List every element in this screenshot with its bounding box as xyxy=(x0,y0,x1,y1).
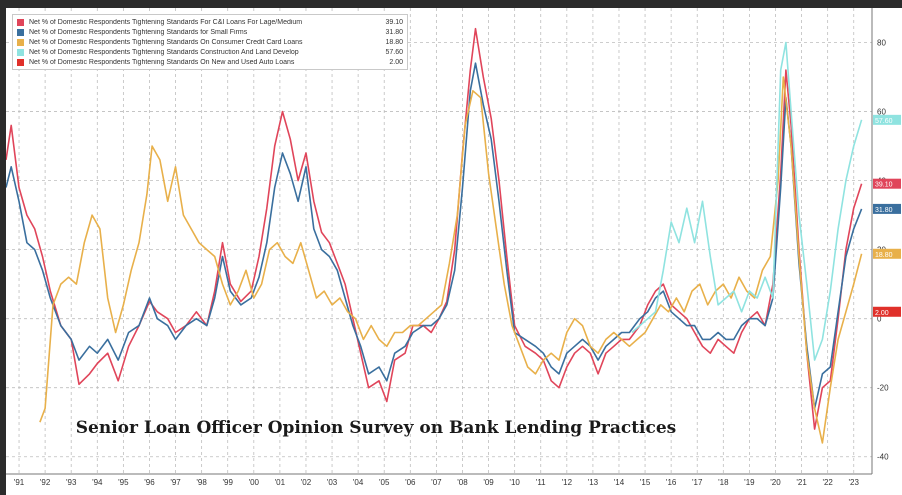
x-tick-label: '93 xyxy=(66,478,77,487)
x-tick-label: '12 xyxy=(562,478,573,487)
legend-item: Net % of Domestic Respondents Tightening… xyxy=(17,37,403,47)
last-value-label: 57.60 xyxy=(875,118,893,125)
legend-value: 39.10 xyxy=(385,18,403,26)
x-tick-label: '22 xyxy=(822,478,833,487)
chart-frame: 806040200-20-40'91'92'93'94'95'96'97'98'… xyxy=(6,8,902,495)
legend-item: Net % of Domestic Respondents Tightening… xyxy=(17,17,403,27)
y-tick-label: 60 xyxy=(877,108,886,117)
legend-label: Net % of Domestic Respondents Tightening… xyxy=(29,48,299,56)
x-tick-label: '94 xyxy=(92,478,103,487)
last-value-badge xyxy=(873,203,901,214)
last-value-badge xyxy=(873,306,901,317)
legend-item: Net % of Domestic Respondents Tightening… xyxy=(17,27,403,37)
x-tick-label: '92 xyxy=(40,478,51,487)
x-tick-label: '91 xyxy=(14,478,25,487)
last-value-label: 2.00 xyxy=(875,310,889,317)
line-chart: 806040200-20-40'91'92'93'94'95'96'97'98'… xyxy=(6,8,901,487)
x-tick-label: '15 xyxy=(640,478,651,487)
x-tick-label: '23 xyxy=(849,478,860,487)
legend-item: Net % of Domestic Respondents Tightening… xyxy=(17,47,403,57)
legend-value: 2.00 xyxy=(389,58,403,66)
y-tick-label: 0 xyxy=(877,315,882,324)
x-tick-label: '00 xyxy=(249,478,260,487)
x-tick-label: '02 xyxy=(301,478,312,487)
series-line xyxy=(39,76,863,444)
x-tick-label: '16 xyxy=(666,478,677,487)
x-tick-label: '19 xyxy=(744,478,755,487)
legend-value: 31.80 xyxy=(385,28,403,36)
x-tick-label: '14 xyxy=(614,478,625,487)
legend: Net % of Domestic Respondents Tightening… xyxy=(12,14,408,70)
x-tick-label: '17 xyxy=(692,478,703,487)
series-line xyxy=(6,62,863,410)
chart-title: Senior Loan Officer Opinion Survey on Ba… xyxy=(75,418,677,438)
x-tick-label: '96 xyxy=(144,478,155,487)
legend-label: Net % of Domestic Respondents Tightening… xyxy=(29,38,303,46)
x-tick-label: '97 xyxy=(170,478,181,487)
x-tick-label: '09 xyxy=(483,478,494,487)
legend-swatch xyxy=(17,28,24,36)
y-tick-label: 80 xyxy=(877,39,886,48)
x-tick-label: '11 xyxy=(536,478,546,487)
x-tick-label: '18 xyxy=(718,478,729,487)
last-value-badge xyxy=(873,248,901,259)
x-tick-label: '10 xyxy=(509,478,520,487)
x-tick-label: '03 xyxy=(327,478,338,487)
y-tick-label: -40 xyxy=(877,453,889,462)
x-tick-label: '98 xyxy=(196,478,207,487)
x-tick-label: '06 xyxy=(405,478,416,487)
legend-swatch xyxy=(17,48,24,56)
legend-item: Net % of Domestic Respondents Tightening… xyxy=(17,57,403,67)
x-tick-label: '21 xyxy=(796,478,807,487)
x-tick-label: '07 xyxy=(431,478,442,487)
legend-swatch xyxy=(17,18,24,26)
series-line xyxy=(6,27,863,430)
legend-label: Net % of Domestic Respondents Tightening… xyxy=(29,28,248,36)
x-tick-label: '08 xyxy=(457,478,468,487)
legend-label: Net % of Domestic Respondents Tightening… xyxy=(29,58,295,66)
y-tick-label: -20 xyxy=(877,384,889,393)
x-tick-label: '95 xyxy=(118,478,129,487)
legend-value: 18.80 xyxy=(385,38,403,46)
legend-swatch xyxy=(17,58,24,66)
last-value-label: 18.80 xyxy=(875,252,893,259)
x-tick-label: '05 xyxy=(379,478,390,487)
x-tick-label: '20 xyxy=(770,478,781,487)
legend-label: Net % of Domestic Respondents Tightening… xyxy=(29,18,303,26)
legend-swatch xyxy=(17,38,24,46)
x-tick-label: '13 xyxy=(588,478,599,487)
last-value-badge xyxy=(873,178,901,189)
x-tick-label: '04 xyxy=(353,478,364,487)
series-line xyxy=(631,41,863,361)
last-value-badge xyxy=(873,114,901,125)
last-value-label: 39.10 xyxy=(875,182,893,189)
last-value-label: 31.80 xyxy=(875,207,893,214)
legend-value: 57.60 xyxy=(385,48,403,56)
x-tick-label: '99 xyxy=(222,478,233,487)
x-tick-label: '01 xyxy=(275,478,286,487)
